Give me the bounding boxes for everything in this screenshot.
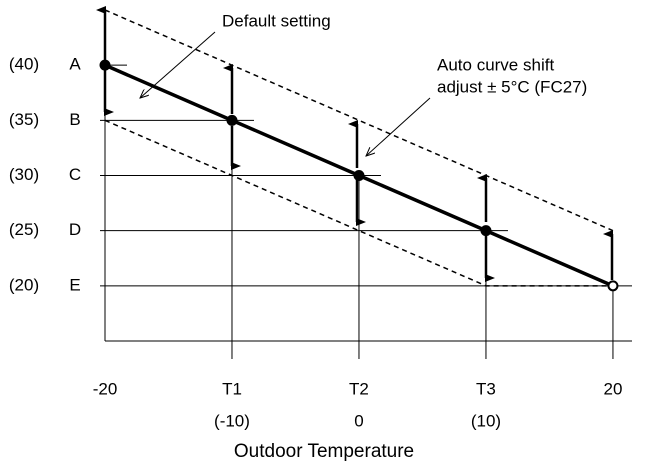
data-point xyxy=(607,280,619,292)
x-tick-note: 0 xyxy=(354,411,363,430)
x-tick-note: (-10) xyxy=(214,411,250,430)
y-tick-note: (40) xyxy=(9,55,39,74)
annotation: Default setting xyxy=(222,11,331,30)
callouts xyxy=(140,31,431,156)
annotation: Auto curve shift xyxy=(437,55,554,74)
x-tick-label: T1 xyxy=(222,379,242,398)
y-tick-label: C xyxy=(69,165,81,184)
data-point xyxy=(99,59,111,71)
y-tick-label: E xyxy=(69,275,80,294)
y-tick-note: (35) xyxy=(9,110,39,129)
series-line xyxy=(104,119,613,287)
y-tick-label: A xyxy=(69,55,81,74)
data-point xyxy=(226,114,238,126)
y-tick-label: B xyxy=(69,110,80,129)
data-point xyxy=(480,225,492,237)
x-tick-label: T2 xyxy=(349,379,369,398)
x-tick-label: -20 xyxy=(93,379,118,398)
x-axis-title: Outdoor Temperature xyxy=(234,441,414,462)
y-tick-note: (30) xyxy=(9,165,39,184)
annotation: adjust ± 5°C (FC27) xyxy=(437,77,587,96)
y-tick-note: (25) xyxy=(9,220,39,239)
y-tick-label: D xyxy=(69,220,81,239)
series-line xyxy=(104,9,614,232)
y-tick-note: (20) xyxy=(9,275,39,294)
x-tick-note: (10) xyxy=(471,411,501,430)
x-tick-label: T3 xyxy=(476,379,496,398)
data-point xyxy=(353,170,365,181)
x-tick-label: 20 xyxy=(603,379,622,398)
